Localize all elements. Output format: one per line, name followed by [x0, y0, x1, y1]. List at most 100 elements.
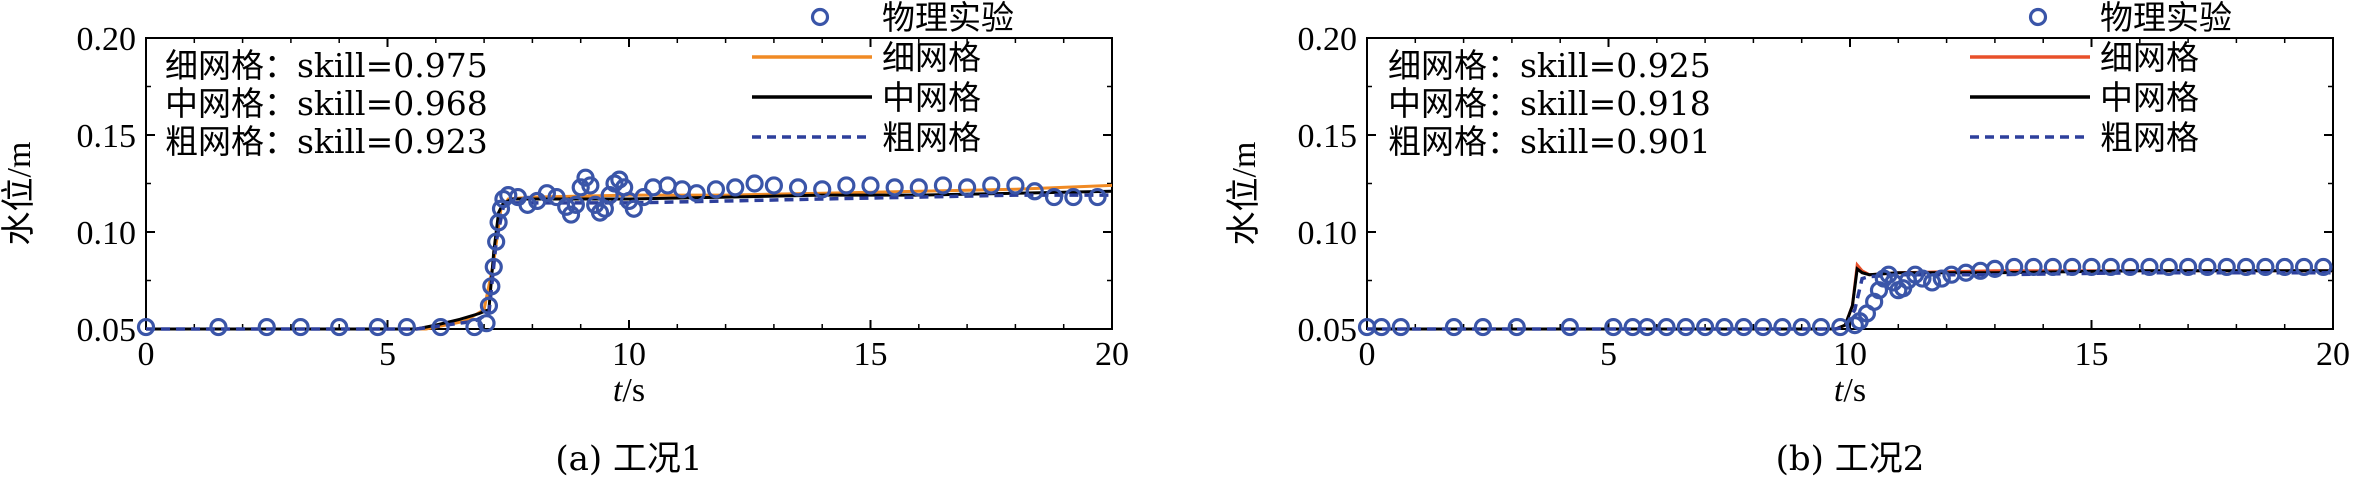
x-tick-label: 10 [612, 336, 646, 373]
data-point-experiment [2198, 257, 2217, 277]
data-point-experiment [257, 317, 276, 337]
data-point-experiment [561, 205, 581, 224]
data-point-experiment [1695, 317, 1715, 337]
data-point-experiment [571, 178, 590, 197]
data-point-experiment [1715, 317, 1734, 337]
data-point-experiment [1792, 317, 1811, 337]
data-point-experiment [1773, 317, 1792, 337]
data-point-experiment [933, 176, 953, 195]
x-tick-label: 15 [2075, 336, 2109, 373]
panel-a: 0 5 10 15 20 0.05 0.10 0.15 0.20 t/s 水位/m (a) 工况1 细网… [0, 0, 1129, 479]
data-point-experiment [477, 314, 496, 333]
legend-label: 粗网格 [882, 118, 981, 157]
y-tick-label: 0.15 [77, 118, 137, 155]
legend-label: 物理实验 [882, 0, 1014, 37]
data-point-experiment [1932, 269, 1951, 288]
data-point-experiment [909, 178, 928, 197]
data-point-experiment [687, 184, 706, 203]
skill-text: 粗网格：skill=0.901 [1388, 122, 1711, 161]
data-point-experiment [491, 199, 511, 218]
data-point-experiment [487, 232, 506, 251]
series-line-medium [146, 189, 1113, 331]
x-tick-label: 20 [1095, 336, 1129, 373]
data-point-experiment [1923, 273, 1942, 292]
data-point-experiment [2159, 257, 2178, 277]
data-point-experiment [566, 195, 585, 214]
data-point-experiment [1623, 317, 1642, 337]
data-point-experiment [2236, 257, 2256, 277]
data-point-experiment [1811, 317, 1831, 337]
data-point-experiment [2275, 257, 2294, 277]
data-point-experiment [658, 176, 677, 195]
data-point-experiment [484, 257, 503, 277]
x-axis-label: t/s [613, 372, 645, 409]
data-point-experiment [2043, 257, 2062, 277]
skill-text: 细网格：skill=0.925 [1388, 46, 1711, 85]
data-point-experiment [2005, 257, 2024, 277]
data-point-experiment [1391, 317, 1410, 337]
data-point-experiment [431, 317, 450, 337]
data-point-experiment [1734, 317, 1753, 337]
panel-caption: (a) 工况1 [555, 439, 702, 479]
y-tick-label: 0.10 [77, 215, 137, 252]
data-point-experiment [581, 176, 600, 195]
data-point-experiment [482, 277, 501, 296]
skill-text: 粗网格：skill=0.923 [165, 122, 488, 161]
data-point-experiment [1088, 187, 1107, 207]
data-point-experiment [837, 176, 856, 195]
data-point-experiment [885, 178, 904, 197]
data-point-experiment [1604, 317, 1623, 337]
data-point-experiment [397, 317, 416, 337]
data-point-experiment [861, 176, 880, 195]
data-point-experiment [1025, 182, 1044, 201]
data-point-experiment [537, 184, 556, 203]
data-point-experiment [745, 174, 764, 193]
data-point-experiment [136, 317, 156, 337]
legend-label: 细网格 [2100, 38, 2199, 77]
legend-label: 中网格 [882, 78, 981, 117]
data-point-experiment [1444, 317, 1464, 337]
data-point-experiment [1473, 317, 1493, 337]
y-tick-label: 0.20 [1298, 21, 1358, 58]
data-point-experiment [499, 186, 518, 205]
x-tick-label: 5 [1600, 336, 1617, 373]
legend-label: 粗网格 [2100, 118, 2199, 157]
data-point-experiment [1753, 317, 1773, 337]
data-point-experiment [2101, 257, 2120, 277]
data-point-experiment [1560, 317, 1579, 337]
y-axis-label: 水位/m [1225, 142, 1263, 246]
x-tick-label: 10 [1833, 336, 1867, 373]
data-point-experiment [726, 178, 745, 197]
y-tick-label: 0.15 [1298, 118, 1358, 155]
data-point-experiment [479, 296, 499, 315]
legend-label: 中网格 [2100, 78, 2199, 117]
panel-b: 0 5 10 15 20 0.05 0.10 0.15 0.20 t/s 水位/m (b) 工况2 细网… [1225, 0, 2350, 479]
series-line-medium [1367, 266, 2333, 331]
skill-text: 细网格：skill=0.975 [165, 46, 488, 85]
data-point-experiment [2121, 257, 2140, 277]
data-point-experiment [1913, 269, 1932, 288]
x-tick-label: 20 [2316, 336, 2350, 373]
data-point-experiment [209, 317, 228, 337]
data-point-experiment [1372, 317, 1391, 337]
data-point-experiment [330, 317, 349, 337]
data-point-experiment [624, 199, 643, 218]
data-point-experiment [1044, 187, 1064, 207]
data-point-experiment [2140, 257, 2159, 277]
data-point-experiment [2294, 257, 2314, 277]
legend-label: 细网格 [882, 38, 981, 77]
data-point-experiment [1006, 176, 1025, 195]
x-tick-label: 0 [1359, 336, 1376, 373]
y-axis-label: 水位/m [0, 142, 38, 246]
data-point-experiment [291, 317, 310, 337]
legend-marker-experiment [810, 7, 830, 27]
x-tick-label: 15 [854, 336, 888, 373]
data-point-experiment [2063, 257, 2082, 277]
y-tick-label: 0.10 [1298, 215, 1358, 252]
data-point-experiment [957, 178, 977, 197]
data-point-experiment [813, 180, 832, 199]
data-point-experiment [2217, 257, 2236, 277]
legend-label: 物理实验 [2100, 0, 2232, 37]
data-point-experiment [2082, 257, 2101, 277]
